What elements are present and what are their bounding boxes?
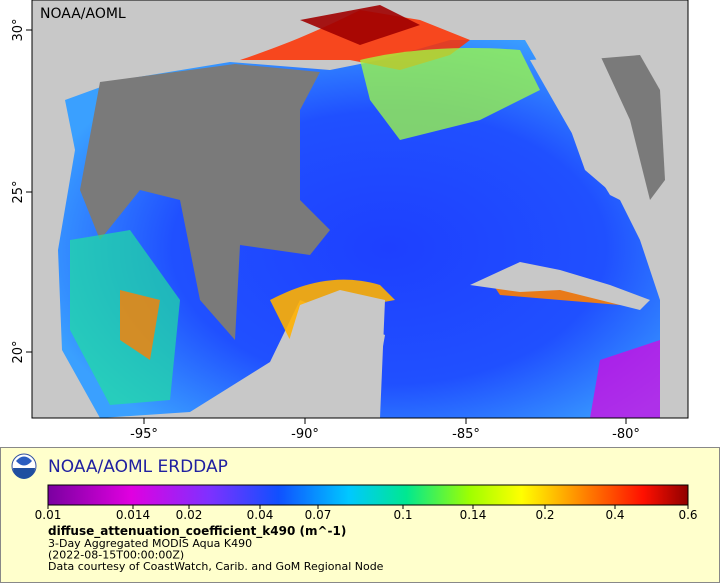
- watermark-bg: [36, 3, 126, 23]
- watermark: NOAA/AOML: [40, 6, 126, 22]
- colorbar-label: 0.07: [305, 508, 332, 522]
- colorbar-label: 0.1: [393, 508, 412, 522]
- colorbar-label: 0.6: [678, 508, 697, 522]
- lon-label: -85°: [452, 427, 480, 442]
- map-frame: [31, 0, 689, 419]
- lat-label: 25°: [11, 180, 26, 203]
- colorbar-label: 0.01: [35, 508, 62, 522]
- colorbar: [47, 484, 689, 506]
- legend-line: (2022-08-15T00:00:00Z): [48, 549, 184, 562]
- colorbar-label: 0.04: [247, 508, 274, 522]
- variable-name: diffuse_attenuation_coefficient_k490 (m^…: [48, 524, 346, 539]
- lon-axis: -95° -90° -85° -80°: [130, 418, 640, 442]
- legend-line: Data courtesy of CoastWatch, Carib. and …: [48, 560, 384, 573]
- lon-label: -90°: [291, 427, 319, 442]
- lon-label: -80°: [612, 427, 640, 442]
- colorbar-label: 0.4: [605, 508, 624, 522]
- colorbar-label: 0.14: [460, 508, 487, 522]
- colorbar-label: 0.02: [176, 508, 203, 522]
- noaa-logo: [11, 453, 37, 479]
- map: [32, 0, 688, 418]
- lon-label: -95°: [130, 427, 158, 442]
- lat-label: 20°: [11, 340, 26, 363]
- legend-title: NOAA/AOML ERDDAP: [48, 457, 228, 477]
- colorbar-label: 0.014: [116, 508, 150, 522]
- legend-lines: 3-Day Aggregated MODIS Aqua K490(2022-08…: [48, 537, 384, 573]
- lat-label: 30°: [11, 18, 26, 41]
- colorbar-label: 0.2: [535, 508, 554, 522]
- colorbar-ticks: 0.01 0.014 0.02 0.04 0.07 0.1 0.14 0.2 0.4 0.6: [35, 505, 698, 522]
- legend-line: 3-Day Aggregated MODIS Aqua K490: [48, 537, 252, 550]
- lat-axis: 30° 25° 20°: [11, 18, 32, 364]
